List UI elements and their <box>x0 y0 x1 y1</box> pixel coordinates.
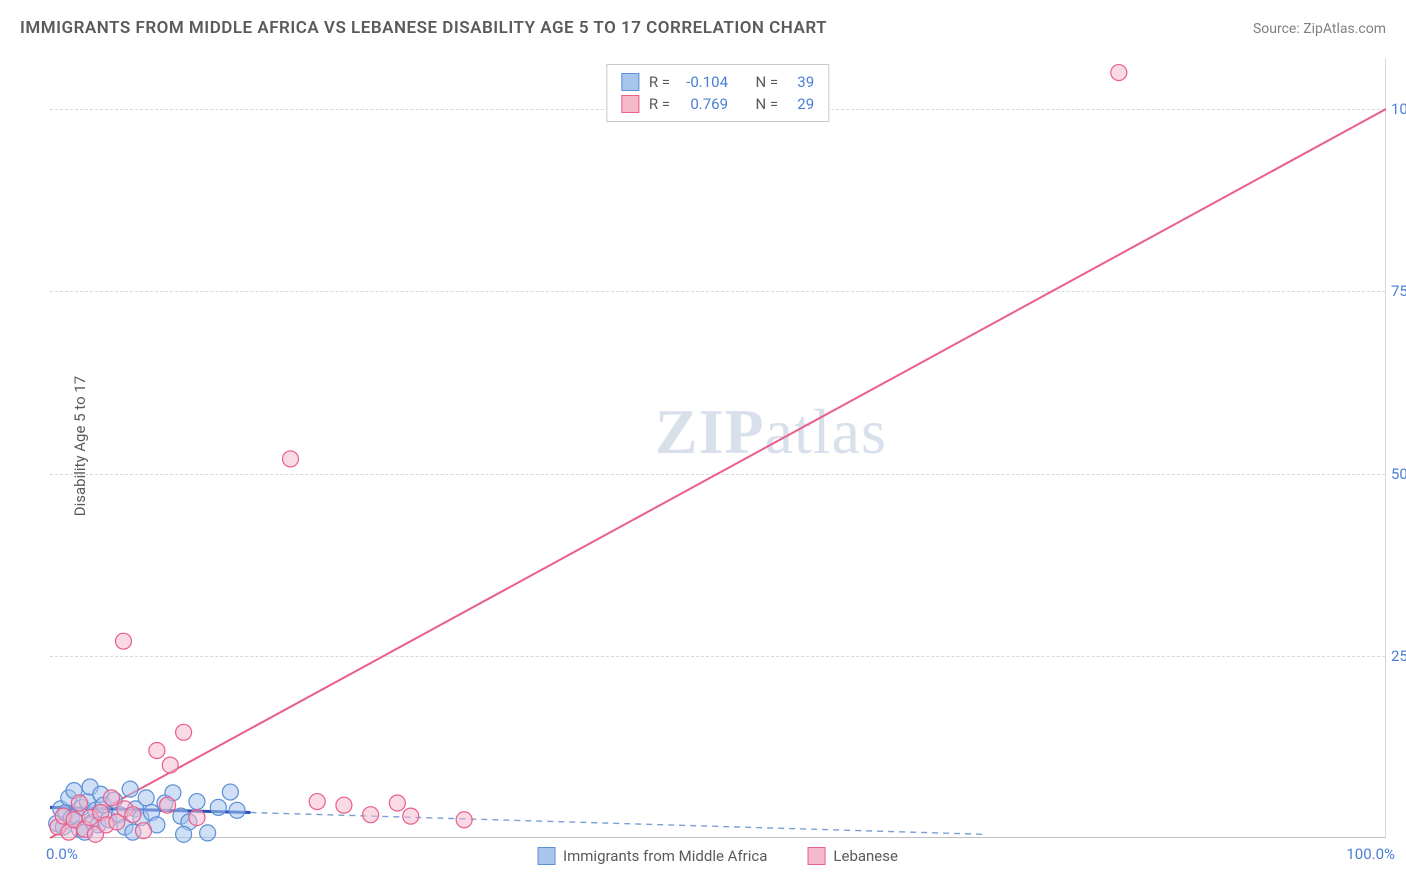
data-point <box>222 784 238 800</box>
data-point <box>149 743 165 759</box>
legend-stat-row: R = 0.769 N = 29 <box>621 93 814 115</box>
legend-item: Lebanese <box>807 847 898 865</box>
data-point <box>456 812 472 828</box>
y-tick-label: 75.0% <box>1391 282 1406 300</box>
legend-item: Immigrants from Middle Africa <box>537 847 767 865</box>
legend-label: Lebanese <box>833 847 898 865</box>
chart-title: IMMIGRANTS FROM MIDDLE AFRICA VS LEBANES… <box>20 18 827 38</box>
source-attribution: Source: ZipAtlas.com <box>1253 21 1386 37</box>
y-tick-label: 100.0% <box>1391 100 1406 118</box>
legend-swatch <box>621 95 639 113</box>
data-point <box>189 794 205 810</box>
data-point <box>363 807 379 823</box>
legend-swatch <box>621 73 639 91</box>
legend-series: Immigrants from Middle Africa Lebanese <box>537 847 898 865</box>
data-point <box>176 826 192 842</box>
data-point <box>189 810 205 826</box>
data-point <box>160 797 176 813</box>
legend-stat-row: R = -0.104 N = 39 <box>621 71 814 93</box>
data-point <box>115 633 131 649</box>
data-point <box>176 724 192 740</box>
data-point <box>125 807 141 823</box>
data-point <box>1111 65 1127 81</box>
y-tick-label: 25.0% <box>1391 647 1406 665</box>
data-point <box>200 825 216 841</box>
data-point <box>336 797 352 813</box>
data-point <box>71 795 87 811</box>
legend-swatch <box>537 847 555 865</box>
data-point <box>136 823 152 839</box>
data-point <box>162 757 178 773</box>
data-point <box>122 781 138 797</box>
data-point <box>282 451 298 467</box>
legend-statistics: R = -0.104 N = 39R = 0.769 N = 29 <box>606 64 829 122</box>
legend-label: Immigrants from Middle Africa <box>563 847 767 865</box>
data-point <box>403 808 419 824</box>
data-point <box>389 795 405 811</box>
data-point <box>229 802 245 818</box>
plot-area: ZIPatlas 25.0%50.0%75.0%100.0% R = -0.10… <box>50 58 1386 838</box>
data-point <box>103 790 119 806</box>
scatter-points <box>50 58 1385 837</box>
legend-swatch <box>807 847 825 865</box>
data-point <box>138 790 154 806</box>
x-tick-max: 100.0% <box>1346 845 1395 863</box>
x-tick-min: 0.0% <box>46 845 78 863</box>
data-point <box>309 794 325 810</box>
y-tick-label: 50.0% <box>1391 465 1406 483</box>
data-point <box>210 799 226 815</box>
